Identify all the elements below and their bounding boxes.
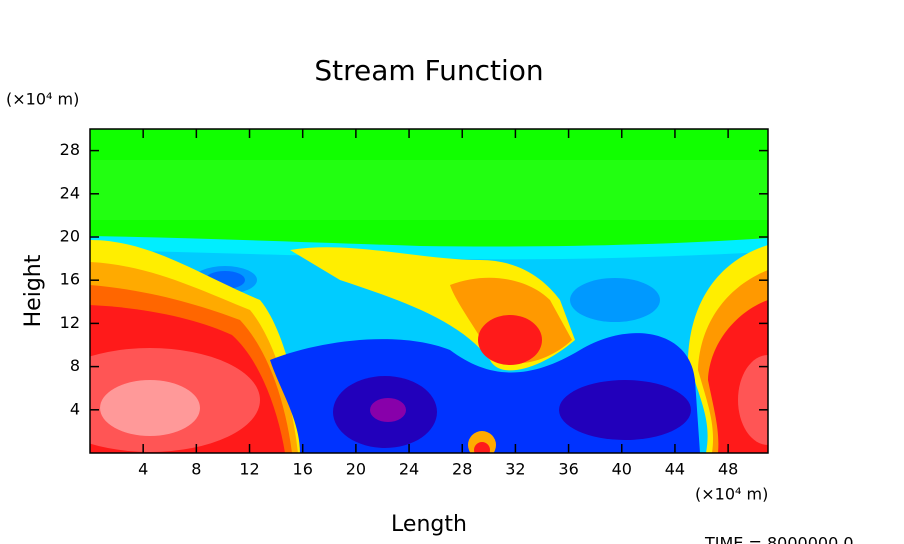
x-unit: (×10⁴ m)	[695, 485, 768, 504]
time-annotation: TIME = 8000000.0	[704, 534, 854, 544]
x-axis-label: Length	[391, 512, 467, 537]
y-unit: (×10⁴ m)	[6, 90, 79, 109]
x-tick-label: 12	[239, 460, 259, 479]
y-axis-label: Height	[21, 254, 46, 327]
x-tick-label: 44	[665, 460, 685, 479]
y-tick-label: 12	[60, 313, 80, 332]
x-tick-label: 16	[293, 460, 313, 479]
y-tick-label: 16	[60, 270, 80, 289]
x-tick-label: 8	[191, 460, 201, 479]
y-tick-label: 28	[60, 140, 80, 159]
x-tick-label: 24	[399, 460, 419, 479]
x-tick-label: 28	[452, 460, 472, 479]
x-tick-label: 20	[346, 460, 366, 479]
y-tick-label: 4	[70, 399, 80, 418]
y-tick-label: 8	[70, 356, 80, 375]
x-tick-label: 40	[612, 460, 632, 479]
x-tick-label: 32	[505, 460, 525, 479]
chart-title: Stream Function	[314, 54, 543, 87]
contour-field	[90, 129, 768, 453]
y-tick-label: 20	[60, 227, 80, 246]
plot-frame	[89, 128, 769, 454]
x-tick-label: 4	[138, 460, 148, 479]
x-tick-label: 48	[718, 460, 738, 479]
x-tick-label: 36	[558, 460, 578, 479]
y-tick-label: 24	[60, 183, 80, 202]
